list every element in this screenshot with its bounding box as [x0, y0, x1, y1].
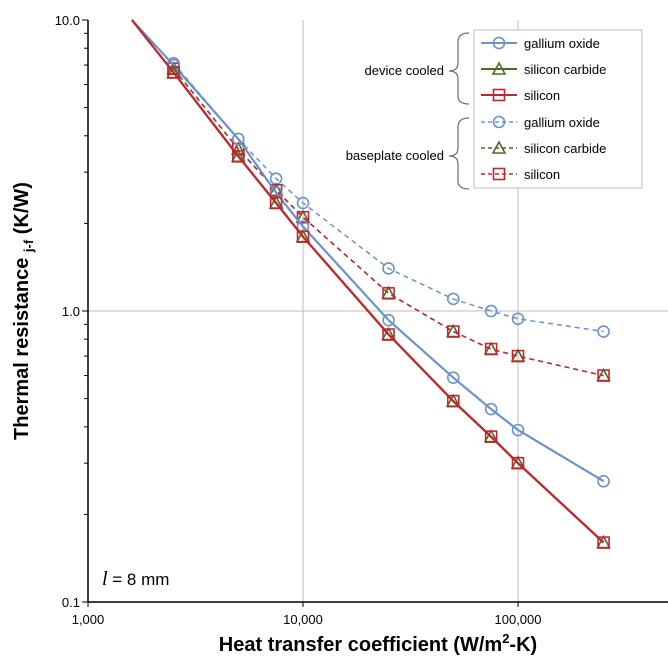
- legend-group-label-device: device cooled: [365, 63, 445, 78]
- data-point: [511, 456, 525, 470]
- y-axis-title: Thermal resistance j-f (K/W): [11, 182, 36, 440]
- x-tick-label: 10,000: [283, 612, 323, 627]
- series-device-cooled-silicon: [131, 19, 610, 549]
- x-tick-label: 100,000: [495, 612, 542, 627]
- legend-label: gallium oxide: [524, 115, 600, 130]
- data-point: [382, 287, 395, 300]
- data-point: [167, 66, 180, 79]
- legend-box: [473, 29, 643, 189]
- legend-entry: gallium oxide: [481, 115, 600, 130]
- data-point: [597, 474, 610, 488]
- legend-marker: [491, 61, 507, 75]
- legend-entry: silicon: [481, 88, 560, 103]
- legend-entry: silicon carbide: [481, 61, 606, 77]
- legend-bracket-baseplate: [448, 117, 470, 190]
- series-line: [173, 62, 604, 333]
- data-point: [296, 230, 310, 244]
- data-point: [597, 325, 610, 338]
- data-point: [231, 150, 245, 163]
- series-line: [131, 19, 605, 544]
- x-axis-title: Heat transfer coefficient (W/m2-K): [219, 631, 537, 656]
- x-tick-label: 1,000: [72, 612, 105, 627]
- data-point: [446, 292, 460, 306]
- data-point: [511, 312, 525, 326]
- data-point: [446, 371, 460, 384]
- legend-entries: gallium oxide silicon carbide silicon galli…: [481, 36, 606, 182]
- data-point: [511, 423, 525, 437]
- legend-label: silicon: [524, 88, 560, 103]
- legend-entry: gallium oxide: [481, 36, 600, 51]
- y-tick-label: 0.1: [62, 595, 80, 610]
- data-point: [511, 349, 525, 363]
- ticks: 1,000 10,000 100,000 10.0 1.0 0.1: [55, 13, 542, 627]
- legend-label: silicon carbide: [524, 62, 606, 77]
- data-point: [382, 262, 395, 275]
- legend-label: silicon carbide: [524, 141, 606, 156]
- legend-group-label-baseplate: baseplate cooled: [346, 148, 444, 163]
- legend-marker: [492, 115, 506, 129]
- legend-label: gallium oxide: [524, 36, 600, 51]
- series-line: [173, 68, 604, 377]
- legend-bracket-device: [448, 32, 470, 105]
- data-point: [296, 196, 310, 210]
- y-tick-label: 1.0: [62, 304, 80, 319]
- data-point: [269, 196, 283, 210]
- series-device-cooled-gallium-oxide: [131, 19, 610, 488]
- data-point: [446, 325, 460, 338]
- data-point: [296, 210, 310, 224]
- y-tick-label: 10.0: [55, 13, 80, 28]
- data-point: [382, 328, 395, 341]
- data-point: [382, 313, 395, 327]
- data-point: [597, 369, 610, 382]
- annotation: l = 8 mm: [102, 568, 169, 590]
- legend-entry: silicon carbide: [481, 140, 606, 156]
- data-point: [484, 304, 498, 318]
- data-point: [597, 536, 610, 549]
- legend-marker: [492, 88, 506, 102]
- legend-marker: [492, 36, 506, 50]
- series-line: [131, 19, 605, 483]
- legend: device cooled baseplate cooled gallium o…: [346, 29, 643, 190]
- data-point: [484, 342, 498, 356]
- legend-label: silicon: [524, 167, 560, 182]
- series-baseplate-cooled-gallium-oxide: [167, 56, 610, 338]
- legend-marker: [491, 140, 507, 154]
- legend-entry: silicon: [481, 167, 560, 182]
- data-point: [446, 394, 460, 408]
- data-point: [484, 402, 498, 416]
- series-layer: [131, 19, 611, 549]
- legend-marker: [492, 167, 506, 181]
- data-point: [231, 132, 245, 146]
- data-point: [484, 430, 498, 443]
